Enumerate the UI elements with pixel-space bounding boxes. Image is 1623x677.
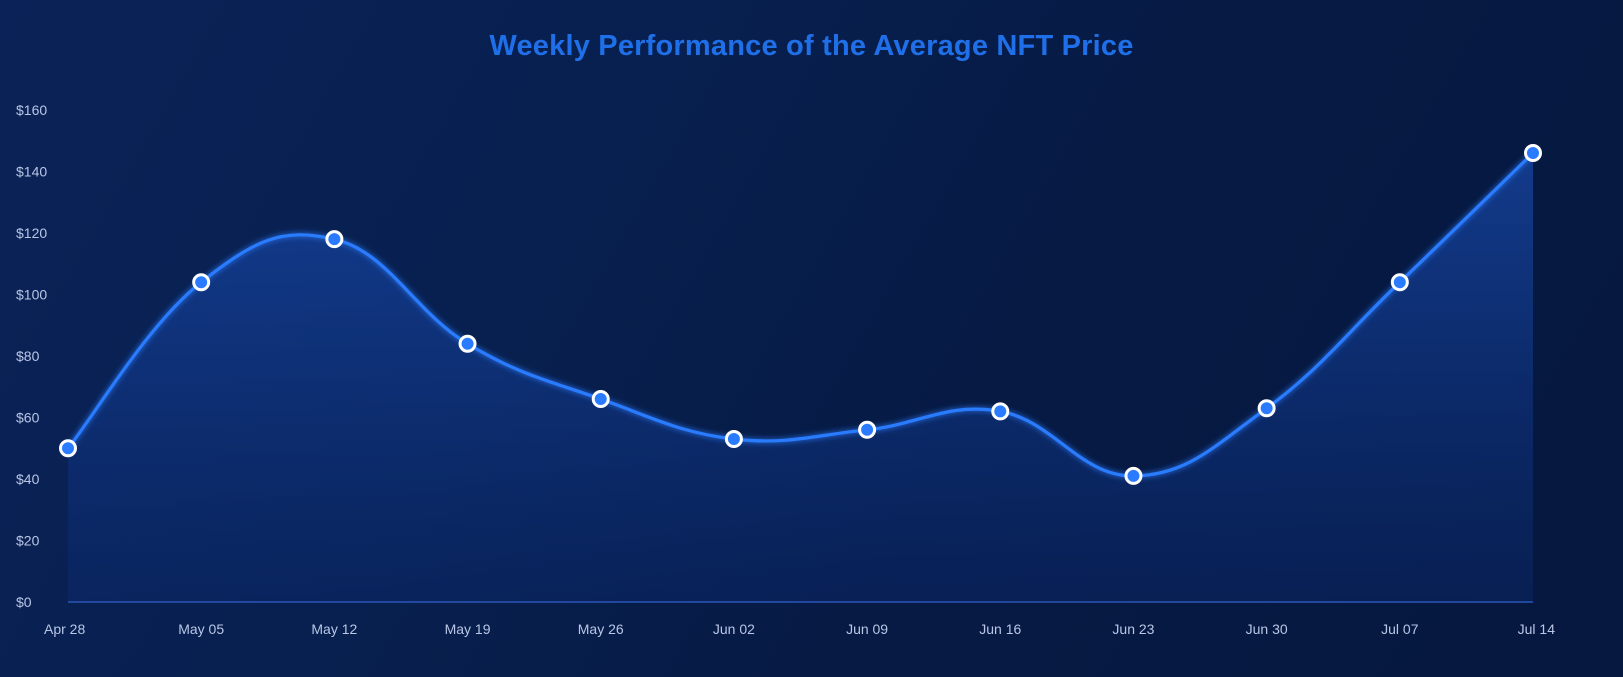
series-area (68, 153, 1533, 603)
x-tick-label: May 05 (178, 621, 224, 637)
x-tick-label: May 12 (311, 621, 357, 637)
x-tick-label: Jun 23 (1112, 621, 1154, 637)
x-tick-label: Apr 28 (44, 621, 85, 637)
data-point-jun-16 (991, 402, 1010, 421)
x-tick-label: Jun 16 (979, 621, 1021, 637)
x-tick-label: Jun 09 (846, 621, 888, 637)
data-point-may-12 (325, 230, 344, 249)
x-tick-label: May 19 (445, 621, 491, 637)
y-tick-label: $60 (16, 410, 40, 426)
data-point-jun-09 (858, 420, 877, 439)
data-point-jun-23 (1124, 466, 1143, 485)
series-line (66, 151, 1535, 478)
y-tick-label: $20 (16, 533, 40, 549)
y-tick-label: $40 (16, 471, 40, 487)
y-axis-labels: $0 $20 $40 $60 $80 $100 $120 $140 $160 (16, 102, 47, 610)
data-point-apr-28 (59, 439, 77, 458)
data-point-may-19 (458, 334, 477, 353)
data-point-jun-30 (1257, 399, 1276, 418)
x-tick-label: May 26 (578, 621, 624, 637)
chart-title: Weekly Performance of the Average NFT Pr… (489, 30, 1134, 62)
x-tick-label: Jul 07 (1381, 621, 1419, 637)
y-tick-label: $80 (16, 348, 40, 364)
series-points (59, 144, 1542, 485)
data-point-may-05 (192, 273, 211, 292)
x-tick-label: Jul 14 (1518, 621, 1556, 637)
x-axis-labels: Apr 28 May 05 May 12 May 19 May 26 Jun 02 Jun … (44, 621, 1555, 637)
y-tick-label: $140 (16, 164, 47, 180)
y-tick-label: $0 (16, 594, 32, 610)
y-tick-label: $160 (16, 102, 47, 118)
data-point-jul-07 (1390, 273, 1409, 292)
y-tick-label: $120 (16, 225, 47, 241)
data-point-jul-14 (1524, 144, 1542, 163)
data-point-jun-02 (724, 430, 743, 449)
data-point-may-26 (591, 390, 610, 409)
x-tick-label: Jun 30 (1246, 621, 1288, 637)
y-tick-label: $100 (16, 287, 47, 303)
x-tick-label: Jun 02 (713, 621, 755, 637)
